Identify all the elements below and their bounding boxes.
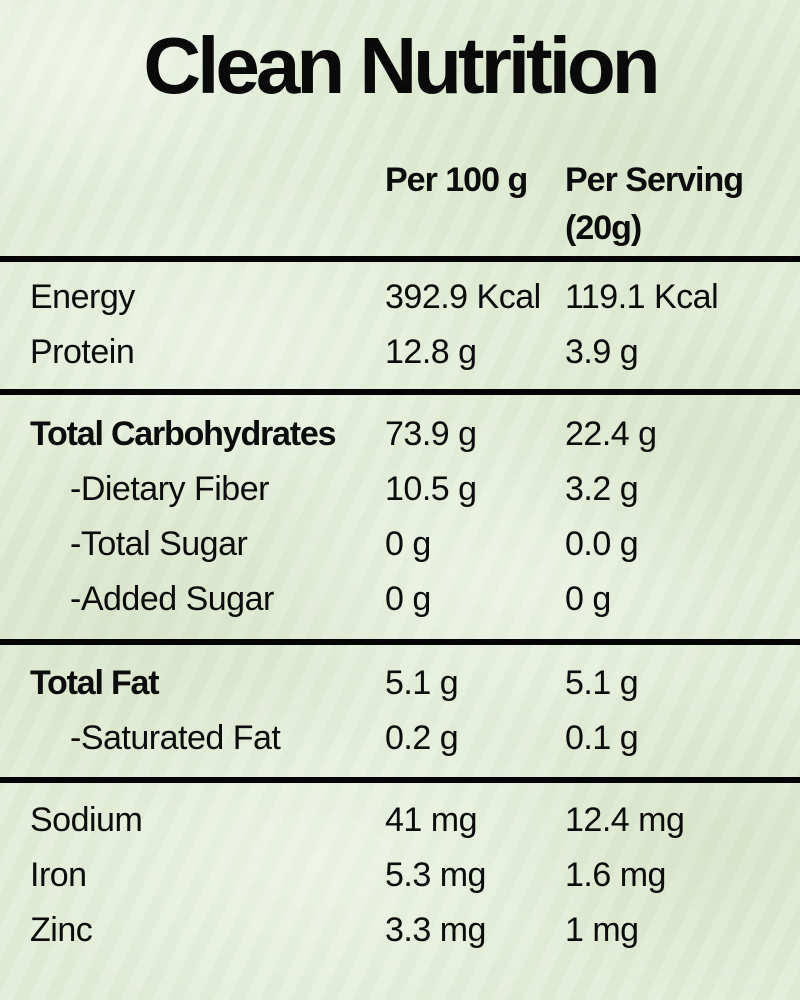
column-header-per-100g: Per 100 g	[385, 161, 528, 199]
section-energy-protein: Energy 392.9 Kcal 119.1 Kcal Protein 12.…	[0, 262, 800, 389]
table-row-protein: Protein 12.8 g 3.9 g	[0, 325, 800, 380]
table-row-zinc: Zinc 3.3 mg 1 mg	[0, 903, 800, 958]
row-label: Total Carbohydrates	[30, 415, 336, 453]
row-label: -Total Sugar	[70, 525, 248, 563]
per-100g-value: 0 g	[385, 580, 431, 618]
per-serving-value: 22.4 g	[565, 415, 657, 453]
per-serving-value: 0.1 g	[565, 719, 639, 757]
per-100g-value: 41 mg	[385, 801, 478, 839]
row-label: Energy	[30, 278, 135, 316]
row-label: -Added Sugar	[70, 580, 274, 618]
page-title: Clean Nutrition	[143, 21, 660, 110]
table-row-total-fat: Total Fat 5.1 g 5.1 g	[0, 656, 800, 711]
per-100g-value: 5.3 mg	[385, 856, 486, 894]
per-100g-value: 12.8 g	[385, 333, 477, 371]
per-serving-value: 0.0 g	[565, 525, 639, 563]
per-serving-value: 1 mg	[565, 911, 639, 949]
section-divider	[0, 777, 800, 783]
section-divider	[0, 639, 800, 645]
per-100g-value: 5.1 g	[385, 664, 459, 702]
per-100g-value: 73.9 g	[385, 415, 477, 453]
per-serving-line2: (20g)	[565, 209, 642, 247]
per-serving-value: 119.1 Kcal	[565, 278, 719, 316]
row-label: Protein	[30, 333, 135, 371]
per-serving-value: 12.4 mg	[565, 801, 685, 839]
table-row-added-sugar: -Added Sugar 0 g 0 g	[0, 572, 800, 627]
per-serving-value: 3.9 g	[565, 333, 639, 371]
per-serving-value: 5.1 g	[565, 664, 639, 702]
per-100g-value: 0 g	[385, 525, 431, 563]
table-row-total-sugar: -Total Sugar 0 g 0.0 g	[0, 517, 800, 572]
column-header-per-serving: Per Serving (20g)	[565, 156, 800, 252]
per-100g-value: 392.9 Kcal	[385, 278, 541, 316]
table-row-saturated-fat: -Saturated Fat 0.2 g 0.1 g	[0, 711, 800, 766]
header-spacer	[0, 156, 385, 252]
per-serving-line1: Per Serving	[565, 161, 744, 199]
row-label: -Saturated Fat	[70, 719, 281, 757]
row-label: -Dietary Fiber	[70, 470, 269, 508]
section-fat: Total Fat 5.1 g 5.1 g -Saturated Fat 0.2…	[0, 645, 800, 777]
table-row-dietary-fiber: -Dietary Fiber 10.5 g 3.2 g	[0, 462, 800, 517]
row-label: Iron	[30, 856, 87, 894]
per-100g-value: 0.2 g	[385, 719, 459, 757]
row-label: Total Fat	[30, 664, 160, 702]
label-content: Clean Nutrition Per 100 g Per Serving (2…	[0, 21, 800, 958]
per-100g-value: 3.3 mg	[385, 911, 486, 949]
table-row-total-carbohydrates: Total Carbohydrates 73.9 g 22.4 g	[0, 407, 800, 462]
table-header: Per 100 g Per Serving (20g)	[0, 156, 800, 252]
per-serving-value: 1.6 mg	[565, 856, 666, 894]
table-row-iron: Iron 5.3 mg 1.6 mg	[0, 848, 800, 903]
per-serving-value: 3.2 g	[565, 470, 639, 508]
row-label: Sodium	[30, 801, 143, 839]
table-row-sodium: Sodium 41 mg 12.4 mg	[0, 793, 800, 848]
section-divider	[0, 389, 800, 395]
section-divider	[0, 256, 800, 262]
section-carbohydrates: Total Carbohydrates 73.9 g 22.4 g -Dieta…	[0, 395, 800, 639]
section-minerals: Sodium 41 mg 12.4 mg Iron 5.3 mg 1.6 mg …	[0, 783, 800, 958]
row-label: Zinc	[30, 911, 93, 949]
per-100g-value: 10.5 g	[385, 470, 477, 508]
table-row-energy: Energy 392.9 Kcal 119.1 Kcal	[0, 270, 800, 325]
per-serving-value: 0 g	[565, 580, 611, 618]
